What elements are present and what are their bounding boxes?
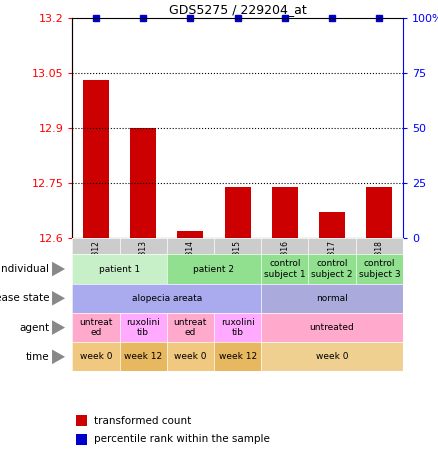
Text: agent: agent xyxy=(19,323,49,333)
Text: untreat
ed: untreat ed xyxy=(174,318,207,337)
Text: week 0: week 0 xyxy=(80,352,112,361)
Text: GSM1414316: GSM1414316 xyxy=(280,240,290,291)
Text: patient 2: patient 2 xyxy=(194,265,234,274)
Bar xyxy=(319,212,345,238)
Text: time: time xyxy=(25,352,49,362)
Text: patient 1: patient 1 xyxy=(99,265,140,274)
Polygon shape xyxy=(52,291,65,306)
Text: GSM1414318: GSM1414318 xyxy=(375,240,384,291)
Title: GDS5275 / 229204_at: GDS5275 / 229204_at xyxy=(169,3,307,15)
Bar xyxy=(225,187,251,238)
Text: percentile rank within the sample: percentile rank within the sample xyxy=(94,434,270,444)
Polygon shape xyxy=(52,320,65,335)
Text: untreated: untreated xyxy=(310,323,354,332)
Text: transformed count: transformed count xyxy=(94,416,191,426)
Bar xyxy=(177,231,203,238)
Text: week 12: week 12 xyxy=(124,352,162,361)
Text: GSM1414313: GSM1414313 xyxy=(139,240,148,291)
Text: ruxolini
tib: ruxolini tib xyxy=(221,318,254,337)
Bar xyxy=(83,80,109,238)
Polygon shape xyxy=(52,350,65,364)
Text: alopecia areata: alopecia areata xyxy=(132,294,202,303)
Text: disease state: disease state xyxy=(0,293,49,304)
Text: normal: normal xyxy=(316,294,348,303)
Bar xyxy=(76,434,87,445)
Text: week 0: week 0 xyxy=(316,352,348,361)
Text: ruxolini
tib: ruxolini tib xyxy=(126,318,160,337)
Text: week 0: week 0 xyxy=(174,352,207,361)
Bar xyxy=(130,128,156,238)
Text: GSM1414312: GSM1414312 xyxy=(92,240,100,291)
Text: control
subject 3: control subject 3 xyxy=(359,259,400,279)
Text: individual: individual xyxy=(0,264,49,274)
Text: GSM1414314: GSM1414314 xyxy=(186,240,195,291)
Text: untreat
ed: untreat ed xyxy=(79,318,113,337)
Text: week 12: week 12 xyxy=(219,352,257,361)
Bar xyxy=(366,187,392,238)
Bar xyxy=(272,187,298,238)
Bar xyxy=(76,415,87,426)
Text: control
subject 1: control subject 1 xyxy=(264,259,306,279)
Text: GSM1414317: GSM1414317 xyxy=(328,240,336,291)
Text: GSM1414315: GSM1414315 xyxy=(233,240,242,291)
Text: control
subject 2: control subject 2 xyxy=(311,259,353,279)
Polygon shape xyxy=(52,262,65,276)
